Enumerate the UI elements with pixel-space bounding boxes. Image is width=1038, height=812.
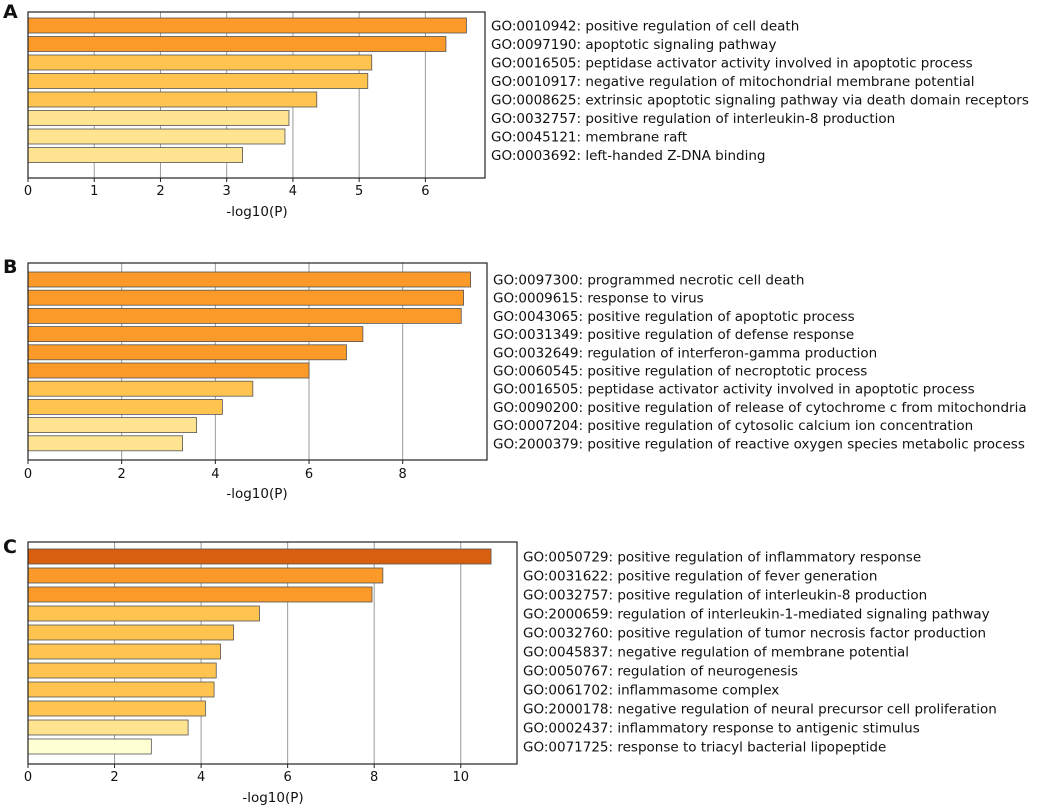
panel-c-term-label: GO:0032760: positive regulation of tumor… — [523, 626, 986, 642]
panel-c-term-label: GO:0045837: negative regulation of membr… — [523, 645, 909, 661]
panel-a-term-label: GO:0008625: extrinsic apoptotic signalin… — [491, 93, 1029, 109]
panel-b-term-label: GO:0043065: positive regulation of apopt… — [493, 309, 855, 325]
panel-c-x-tick-label: 10 — [452, 770, 469, 785]
panel-a-bar — [27, 54, 373, 71]
panel-a-term-label: GO:0003692: left-handed Z-DNA binding — [491, 148, 765, 164]
panel-a-bar — [27, 73, 369, 89]
panel-b-plot-frame — [27, 262, 488, 461]
panel-a-x-axis-label: -log10(P) — [226, 204, 287, 220]
panel-c-term-label: GO:0050729: positive regulation of infla… — [523, 550, 921, 566]
panel-b-bar — [27, 326, 364, 343]
panel-c-plot-frame — [27, 541, 518, 765]
panel-c-term-label: GO:0061702: inflammasome complex — [523, 683, 779, 699]
panel-c-bar — [27, 681, 215, 698]
panel-a-bar — [27, 36, 447, 52]
panel-a-term-label: GO:0032757: positive regulation of inter… — [491, 111, 895, 127]
panel-c-bar — [27, 605, 260, 622]
panel-c-bar — [27, 738, 152, 755]
panel-c-bar — [27, 662, 217, 679]
panel-a-term-label: GO:0010942: positive regulation of cell … — [491, 19, 799, 35]
panel-a-x-tick-label: 4 — [289, 184, 297, 199]
panel-a-bar — [27, 17, 467, 34]
panel-b-term-label: GO:0007204: positive regulation of cytos… — [493, 418, 973, 434]
panel-c-bar — [27, 567, 384, 584]
panel-c-letter: C — [3, 536, 17, 558]
panel-a-x-tick-label: 5 — [355, 184, 363, 199]
panel-c-x-tick-label: 4 — [197, 770, 205, 785]
panel-b-bar — [27, 344, 347, 361]
panel-c-x-tick-label: 2 — [110, 770, 118, 785]
panel-c-bar — [27, 643, 221, 660]
panel-b-term-label: GO:0009615: response to virus — [493, 291, 704, 307]
panel-b-bar — [27, 417, 198, 434]
panel-b-x-tick-label: 8 — [399, 467, 407, 482]
panel-a-x-tick-label: 3 — [223, 184, 231, 199]
panel-c-term-label: GO:0031622: positive regulation of fever… — [523, 569, 877, 585]
panel-c-x-tick-label: 6 — [284, 770, 292, 785]
panel-b-term-label: GO:0031349: positive regulation of defen… — [493, 327, 854, 343]
panel-a-plot-frame — [27, 11, 486, 179]
panel-c-term-label: GO:0050767: regulation of neurogenesis — [523, 664, 798, 680]
panel-a-bar — [27, 91, 318, 108]
panel-c-x-tick-label: 8 — [370, 770, 378, 785]
panel-a-term-label: GO:0010917: negative regulation of mitoc… — [491, 74, 975, 90]
panel-a-term-label: GO:0016505: peptidase activator activity… — [491, 56, 973, 72]
panel-b-x-tick-label: 4 — [211, 467, 219, 482]
panel-c-bar — [27, 548, 492, 565]
panel-c-term-label: GO:0002437: inflammatory response to ant… — [523, 721, 920, 737]
panel-b-x-tick-label: 2 — [118, 467, 126, 482]
panel-a-term-label: GO:0045121: membrane raft — [491, 130, 687, 146]
panel-c-bar — [27, 624, 234, 641]
panel-b-term-label: GO:0032649: regulation of interferon-gam… — [493, 345, 877, 361]
panel-c-x-tick-label: 0 — [24, 770, 32, 785]
panel-a-x-tick-label: 6 — [421, 184, 429, 199]
panel-b-bar — [27, 289, 464, 306]
panel-a-x-tick-label: 0 — [24, 184, 32, 199]
panel-c-term-label: GO:2000178: negative regulation of neura… — [523, 702, 997, 718]
panel-a-letter: A — [3, 1, 18, 23]
panel-b-bar — [27, 271, 472, 288]
panel-b-letter: B — [3, 256, 17, 278]
panel-c-x-axis-label: -log10(P) — [242, 790, 303, 806]
panel-c-term-label: GO:0071725: response to triacyl bacteria… — [523, 740, 886, 756]
panel-a-x-tick-label: 2 — [156, 184, 164, 199]
panel-b-x-axis-label: -log10(P) — [226, 486, 287, 502]
panel-a-x-tick-label: 1 — [90, 184, 98, 199]
panel-b-bar — [27, 362, 310, 379]
panel-c-bar — [27, 719, 189, 736]
panel-b-term-label: GO:0016505: peptidase activator activity… — [493, 382, 975, 398]
panel-a-term-label: GO:0097190: apoptotic signaling pathway — [491, 37, 776, 53]
panel-b-bar — [27, 398, 223, 415]
panel-b-x-tick-label: 6 — [305, 467, 313, 482]
panel-b-term-label: GO:0090200: positive regulation of relea… — [493, 400, 1027, 416]
panel-b-bar — [27, 435, 183, 452]
panel-c-term-label: GO:2000659: regulation of interleukin-1-… — [523, 607, 990, 623]
panel-b-bar — [27, 380, 254, 397]
panel-b-term-label: GO:0097300: programmed necrotic cell dea… — [493, 273, 804, 289]
panel-b-term-label: GO:0060545: positive regulation of necro… — [493, 364, 867, 380]
panel-a-bar — [27, 147, 243, 163]
panel-b-term-label: GO:2000379: positive regulation of react… — [493, 436, 1025, 452]
panel-a-bar — [27, 128, 286, 145]
panel-c-bar — [27, 700, 206, 717]
panel-b-x-tick-label: 0 — [24, 467, 32, 482]
panel-c-term-label: GO:0032757: positive regulation of inter… — [523, 588, 927, 604]
panel-a-bar — [27, 110, 290, 126]
panel-b-bar — [27, 307, 462, 324]
panel-c-bar — [27, 586, 373, 603]
